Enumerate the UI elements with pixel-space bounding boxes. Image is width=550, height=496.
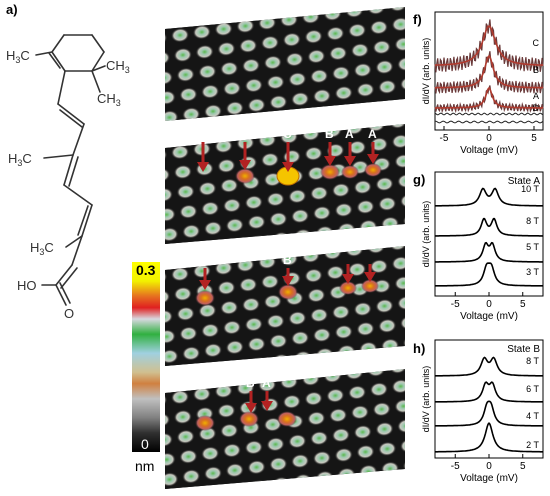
- molecule-highlight: [364, 163, 382, 177]
- curve-label: 2 T: [526, 440, 539, 450]
- atom-label: CH3: [97, 91, 121, 108]
- molecule-highlight: [277, 411, 297, 427]
- molecule-highlight: [278, 284, 298, 300]
- molecule-label: A: [345, 127, 354, 141]
- x-tick-label: 5: [520, 461, 526, 472]
- x-tick-label: 0: [486, 461, 492, 472]
- fit-curve: [435, 54, 543, 89]
- molecule-highlight: [320, 164, 340, 180]
- molecule-highlight: [339, 281, 357, 295]
- curve-label: 3 T: [526, 267, 539, 277]
- y-axis-label: dI/dV (arb. units): [421, 366, 431, 433]
- colorbar-min-label: 0: [141, 436, 149, 452]
- molecule-label: B: [200, 253, 209, 267]
- fit-curve: [435, 86, 543, 109]
- molecule-label: D: [341, 229, 350, 243]
- colorbar-unit-label: nm: [135, 458, 155, 474]
- panel-label-d: d): [168, 249, 181, 264]
- x-tick-label: 5: [520, 299, 526, 310]
- curve-label: 6 T: [526, 384, 539, 394]
- panel-label-g: g): [413, 172, 426, 187]
- atom-label: H3C: [6, 48, 30, 65]
- atom-label: CH3: [106, 58, 130, 75]
- molecule-highlight: [195, 415, 215, 431]
- spectrum-curve: [435, 262, 543, 287]
- stm-image-b: [165, 7, 405, 121]
- molecule-highlight: [239, 411, 259, 427]
- curve-label: 8 T: [526, 356, 539, 366]
- x-tick-label: -5: [451, 461, 460, 472]
- molecule-label: B: [246, 376, 255, 390]
- spectrum-curve: [435, 120, 544, 124]
- spectrum-curve: [435, 241, 543, 263]
- molecule-label: A: [368, 127, 377, 141]
- x-tick-label: -5: [440, 133, 449, 144]
- curve-label: 10 T: [521, 184, 539, 194]
- panel-label-h: h): [413, 341, 426, 356]
- panel-label-b: b): [168, 10, 181, 25]
- curve-label: 4 T: [526, 411, 539, 421]
- plot-title: State A: [508, 176, 541, 187]
- panel-label-e: e): [168, 372, 180, 387]
- stm-image-c: A A C B A A D: [165, 124, 405, 244]
- stm-image-d: B B: [165, 246, 405, 366]
- x-axis-label: Voltage (mV): [460, 145, 518, 156]
- curve-label: 5 T: [526, 242, 539, 252]
- molecule-highlight: [361, 279, 379, 293]
- x-tick-label: 5: [531, 133, 537, 144]
- panel-label-f: f): [413, 12, 422, 27]
- plot-title: State B: [507, 344, 540, 355]
- molecule-highlight: [235, 168, 255, 184]
- curve-label: A: [533, 91, 539, 101]
- spectrum-curve: [434, 112, 544, 116]
- x-tick-label: 0: [486, 133, 492, 144]
- curve-label: C: [533, 38, 540, 48]
- panel-label-c: c): [168, 127, 180, 142]
- x-axis-label: Voltage (mV): [460, 311, 518, 322]
- spectrum-curve: [435, 356, 543, 377]
- spectrum-curve: [435, 217, 543, 237]
- molecule-label: B: [325, 127, 334, 141]
- curve-label: 8 T: [526, 216, 539, 226]
- x-axis-label: Voltage (mV): [460, 473, 518, 484]
- colorbar-max-label: 0.3: [136, 262, 156, 278]
- stm-image-e: B A: [165, 369, 405, 489]
- atom-label: O: [64, 306, 74, 321]
- atom-label: HO: [17, 278, 37, 293]
- curve-label: B: [533, 65, 539, 75]
- y-axis-label: dI/dV (arb. units): [421, 201, 431, 268]
- spectrum-curve: [435, 381, 543, 403]
- x-tick-label: 0: [486, 299, 492, 310]
- molecule-label: C: [283, 127, 292, 141]
- spectrum-curve: [435, 187, 543, 207]
- molecule-highlight: [341, 165, 359, 179]
- molecule-label: A: [198, 127, 207, 141]
- molecule-highlight: [195, 290, 215, 306]
- colorbar: [132, 262, 160, 452]
- atom-label: H3C: [8, 151, 32, 168]
- atom-label: H3C: [30, 240, 54, 257]
- x-tick-label: -5: [451, 299, 460, 310]
- molecule-label: B: [283, 253, 292, 267]
- molecule-label: A: [240, 127, 249, 141]
- molecule-label: A: [262, 376, 271, 390]
- spectrum-curve: [435, 422, 543, 453]
- retinoic-acid-structure: H3C CH3 CH3 H3C H3C HO O: [6, 34, 130, 321]
- y-axis-label: dI/dV (arb. units): [421, 38, 431, 105]
- spectrum-curve: [435, 400, 543, 427]
- panel-label-a: a): [6, 2, 18, 17]
- fit-curve: [435, 25, 543, 66]
